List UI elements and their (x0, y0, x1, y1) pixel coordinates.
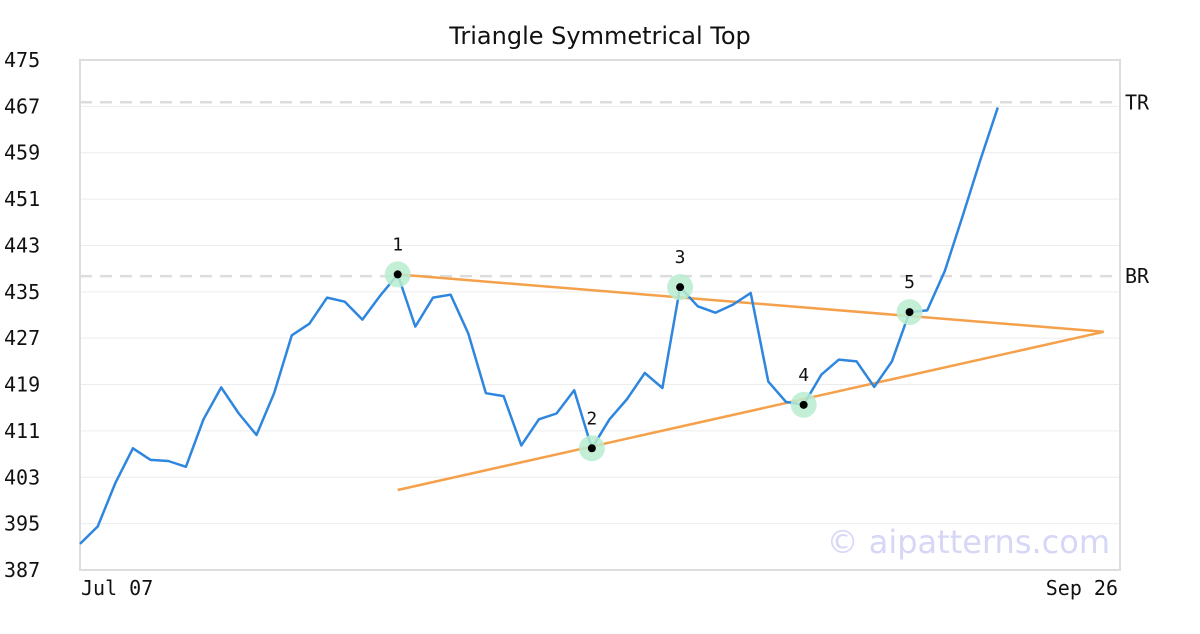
pivot-dot (587, 444, 596, 453)
x-tick-label-start: Jul 07 (81, 576, 153, 600)
price-line (79, 107, 999, 545)
chart-title: Triangle Symmetrical Top (449, 22, 751, 50)
pivot-label: 5 (904, 272, 915, 293)
plot-frame (79, 59, 1121, 571)
pivot-label: 3 (675, 247, 686, 268)
y-tick-label: 387 (4, 558, 40, 582)
y-tick-label: 443 (4, 233, 40, 257)
trend-line (397, 273, 1104, 334)
pivot-dot (905, 308, 914, 317)
pivot-dot (799, 400, 808, 409)
pivot-label: 2 (586, 408, 597, 429)
pivot-dot (393, 270, 402, 279)
pivot-label: 1 (392, 234, 403, 255)
y-tick-label: 427 (4, 326, 40, 350)
level-label: BR (1125, 264, 1150, 288)
level-label: TR (1125, 90, 1150, 114)
y-tick-label: 459 (4, 141, 40, 165)
y-tick-label: 411 (4, 419, 40, 443)
y-tick-label: 475 (4, 48, 40, 72)
y-tick-label: 435 (4, 280, 40, 304)
y-tick-label: 451 (4, 187, 40, 211)
y-tick-label: 419 (4, 373, 40, 397)
y-tick-label: 395 (4, 512, 40, 536)
y-tick-label: 467 (4, 94, 40, 118)
y-tick-label: 403 (4, 465, 40, 489)
pivot-dot (676, 283, 685, 292)
trend-line (397, 330, 1104, 492)
watermark: © aipatterns.com (827, 523, 1110, 561)
x-tick-label-end: Sep 26 (1046, 576, 1118, 600)
pivot-label: 4 (798, 365, 809, 386)
